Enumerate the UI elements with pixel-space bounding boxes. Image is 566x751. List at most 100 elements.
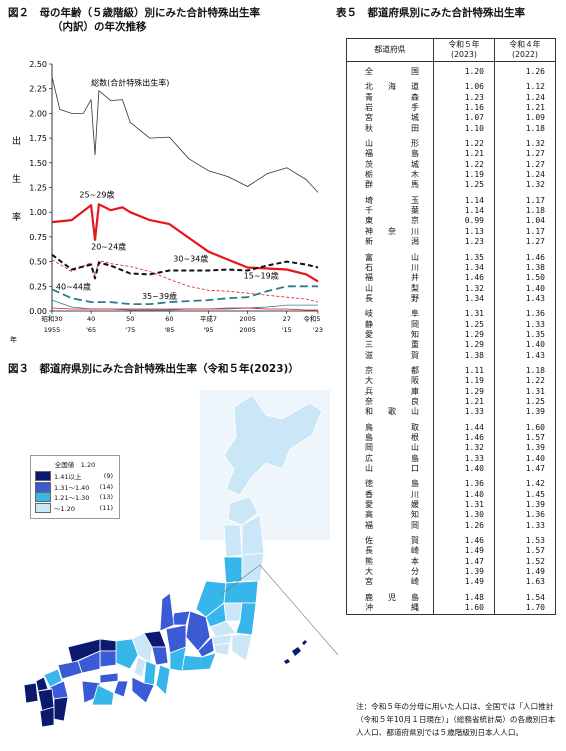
map-region-kagoshima <box>39 706 55 728</box>
cell-r4: 1.31 <box>494 386 556 397</box>
x-axis-label: 年 <box>10 335 17 344</box>
x-tick-label-top: 昭和30 <box>41 314 62 323</box>
series-line-4 <box>51 285 318 306</box>
map-region-ishikawa <box>159 592 175 632</box>
map-region-nagano <box>185 610 211 652</box>
cell-r4: 1.57 <box>494 546 556 557</box>
cell-r5: 1.13 <box>433 226 495 238</box>
cell-r4: 1.36 <box>494 309 556 320</box>
cell-r4: 1.53 <box>494 536 556 547</box>
cell-prefecture: 島 根 <box>346 433 434 444</box>
col-header-r4: 令和４年 (2022) <box>494 38 556 62</box>
table-row: 静 岡 1.25 1.33 <box>346 319 556 330</box>
legend-row: 1.21～1.30 (13) <box>31 492 119 503</box>
table-row: 茨 城 1.22 1.27 <box>346 159 556 171</box>
map-region-shizuoka <box>179 652 217 672</box>
cell-r4: 1.24 <box>494 92 556 104</box>
table-row: 岩 手 1.16 1.21 <box>346 103 556 114</box>
cell-r5: 0.99 <box>433 216 495 227</box>
cell-r5: 1.29 <box>433 329 495 341</box>
y-axis-label: 生 <box>12 173 21 185</box>
table-row: 長 野 1.34 1.43 <box>346 293 556 305</box>
y-axis-label: 率 <box>12 211 21 223</box>
table-row: 沖 縄 1.60 1.70 <box>346 603 556 615</box>
map-region-okinawa <box>284 640 307 664</box>
y-tick-label: 1.25 <box>29 184 47 193</box>
map-region-ibaraki <box>235 602 257 636</box>
cell-r4: 1.47 <box>494 464 556 475</box>
y-tick-label: 0.50 <box>29 258 47 267</box>
cell-r4: 1.63 <box>494 577 556 588</box>
cell-r4: 1.32 <box>494 139 556 150</box>
cell-r5: 1.29 <box>433 340 495 351</box>
table-spacer <box>346 417 556 423</box>
cell-r5: 1.36 <box>433 479 495 490</box>
cell-r4: 1.60 <box>494 422 556 433</box>
cell-prefecture: 新 潟 <box>346 237 434 248</box>
table-note: 注：令和５年の分母に用いた人口は、全国では「人口推計（令和５年10月１日現在）」… <box>356 702 556 737</box>
cell-prefecture: 徳 島 <box>346 479 434 490</box>
table-row: 鳥 取 1.44 1.60 <box>346 422 556 433</box>
series-label-a40_44: 40~44歳 <box>56 281 91 291</box>
map-region-miyagi <box>241 552 265 582</box>
cell-r4: 1.50 <box>494 273 556 284</box>
table-row: 富 山 1.35 1.46 <box>346 252 556 263</box>
cell-r5: 1.19 <box>433 170 495 181</box>
table-row: 宮 城 1.07 1.09 <box>346 113 556 124</box>
legend-row: ～1.20 (11) <box>31 502 119 514</box>
x-tick-label-bottom: 1955 <box>44 326 61 334</box>
cell-r5: 1.16 <box>433 103 495 114</box>
table5-title: 表５ 都道府県別にみた合計特殊出生率 <box>336 7 525 19</box>
cell-prefecture: 宮 城 <box>346 113 434 124</box>
cell-r4: 1.25 <box>494 396 556 408</box>
table-row: 広 島 1.33 1.40 <box>346 453 556 465</box>
cell-prefecture: 大 分 <box>346 567 434 578</box>
cell-prefecture: 岐 阜 <box>346 309 434 320</box>
map-region-shiga <box>151 646 169 666</box>
map-region-chiba <box>231 634 253 662</box>
map-region-aomori <box>227 496 259 526</box>
cell-r5: 1.29 <box>433 386 495 397</box>
table-spacer <box>346 247 556 253</box>
cell-r4: 1.12 <box>494 82 556 93</box>
cell-r5: 1.47 <box>433 556 495 568</box>
cell-r4: 1.17 <box>494 226 556 238</box>
fig3-title: 図３ 都道府県別にみた合計特殊出生率（令和５年(2023)） <box>8 363 299 375</box>
table-row: 長 崎 1.49 1.57 <box>346 546 556 557</box>
map-region-kagawa <box>99 672 119 684</box>
series-label-a35_39: 35~39歳 <box>142 291 177 301</box>
cell-r4: 1.46 <box>494 252 556 263</box>
cell-prefecture: 鹿 児 島 <box>346 592 434 604</box>
cell-r5: 1.06 <box>433 82 495 93</box>
table-row: 福 岡 1.26 1.33 <box>346 520 556 532</box>
table-row: 島 根 1.46 1.57 <box>346 433 556 444</box>
table-row: 東 京 0.99 1.04 <box>346 216 556 227</box>
cell-prefecture: 秋 田 <box>346 123 434 135</box>
cell-r5: 1.33 <box>433 453 495 465</box>
cell-r5: 1.21 <box>433 149 495 160</box>
table-row: 兵 庫 1.29 1.31 <box>346 386 556 397</box>
legend-label: 1.31～1.40 <box>54 483 90 492</box>
table-row: 宮 崎 1.49 1.63 <box>346 577 556 588</box>
map-region-nara <box>143 660 157 686</box>
cell-prefecture: 石 川 <box>346 262 434 274</box>
table-row: 山 形 1.22 1.32 <box>346 139 556 150</box>
table-spacer <box>346 531 556 537</box>
cell-r5: 1.32 <box>433 283 495 294</box>
cell-r4: 1.33 <box>494 520 556 532</box>
y-axis-label: 出 <box>12 135 21 147</box>
map-legend: 全国値 1.20 1.41以上 (9) 1.31～1.40 (14) 1.21～1.30… <box>30 455 120 519</box>
cell-prefecture: 愛 媛 <box>346 500 434 511</box>
cell-r5: 1.49 <box>433 577 495 588</box>
cell-prefecture: 青 森 <box>346 92 434 104</box>
table-spacer <box>346 134 556 140</box>
cell-r4: 1.43 <box>494 293 556 305</box>
cell-prefecture: 山 梨 <box>346 283 434 294</box>
cell-prefecture: 茨 城 <box>346 159 434 171</box>
table-row: 福 井 1.46 1.50 <box>346 273 556 284</box>
cell-r4: 1.42 <box>494 479 556 490</box>
map-region-tokushima <box>113 680 129 698</box>
cell-r5: 1.33 <box>433 407 495 418</box>
cell-r4: 1.26 <box>494 67 556 78</box>
map-region-kochi <box>91 684 115 706</box>
